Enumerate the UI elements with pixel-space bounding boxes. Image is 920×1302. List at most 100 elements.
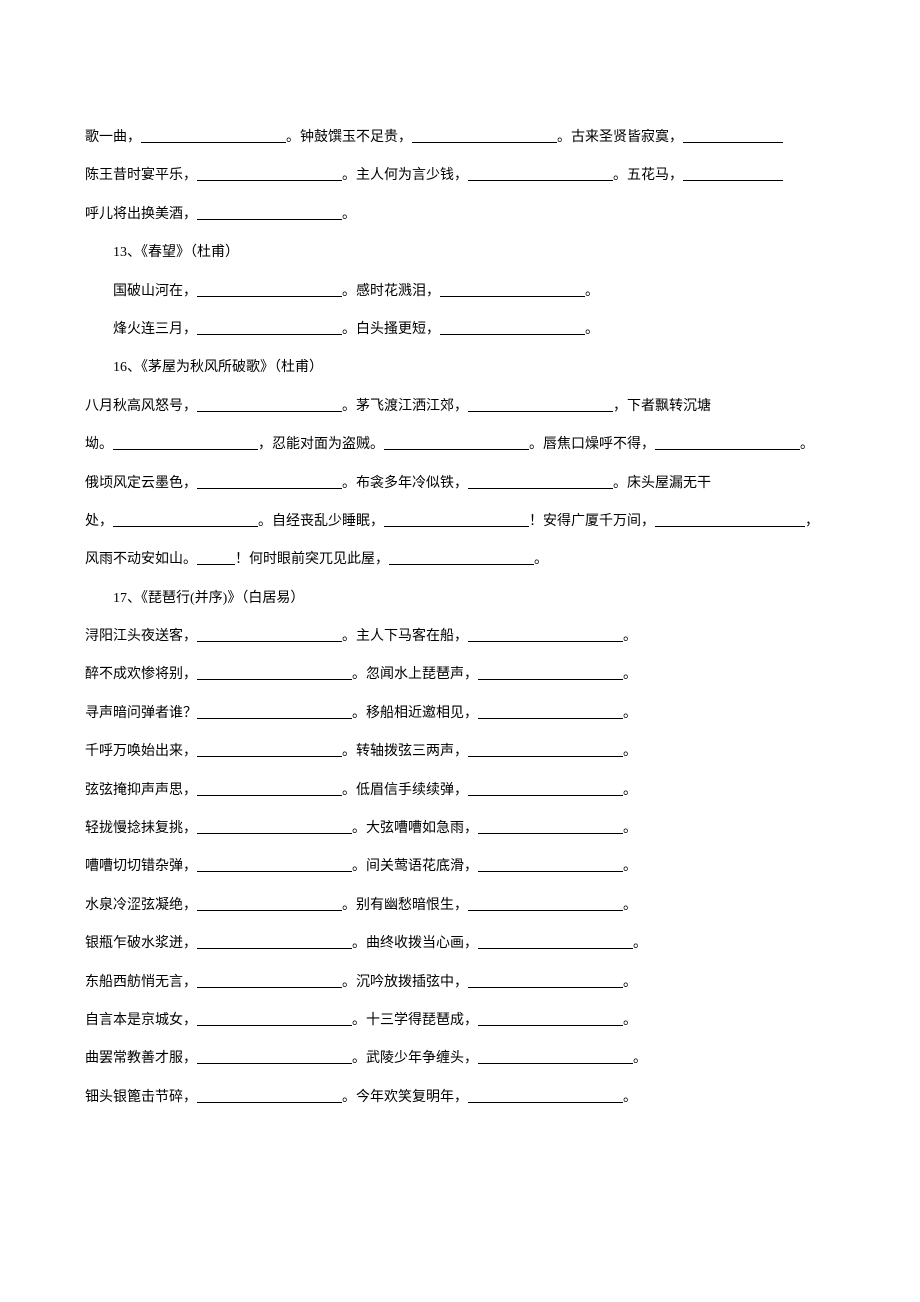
text-segment: 17、《琵琶行(并序)》（白居易） <box>113 591 304 606</box>
text-line: 处，。自经丧乱少睡眠，！安得广厦千万间，， <box>85 504 835 540</box>
text-segment: 曲罢常教善才服， <box>85 1051 197 1066</box>
fill-in-blank[interactable] <box>468 624 623 642</box>
text-line: 风雨不动安如山。！何时眼前突兀见此屋，。 <box>85 542 835 578</box>
fill-in-blank[interactable] <box>197 471 342 489</box>
text-segment: 。唇焦口燥呼不得， <box>529 437 655 452</box>
fill-in-blank[interactable] <box>197 701 352 719</box>
text-segment: ！安得广厦千万间， <box>529 514 655 529</box>
fill-in-blank[interactable] <box>197 1085 342 1103</box>
fill-in-blank[interactable] <box>197 854 352 872</box>
fill-in-blank[interactable] <box>468 970 623 988</box>
fill-in-blank[interactable] <box>197 317 342 335</box>
fill-in-blank[interactable] <box>683 125 783 143</box>
fill-in-blank[interactable] <box>478 701 623 719</box>
fill-in-blank[interactable] <box>655 509 805 527</box>
fill-in-blank[interactable] <box>412 125 557 143</box>
text-segment: 。古来圣贤皆寂寞， <box>557 130 683 145</box>
text-segment: 烽火连三月， <box>113 322 197 337</box>
text-line: 弦弦掩抑声声思，。低眉信手续续弹，。 <box>85 773 835 809</box>
fill-in-blank[interactable] <box>468 163 613 181</box>
text-segment: 。忽闻水上琵琶声， <box>352 667 478 682</box>
text-line: 13、《春望》（杜甫） <box>85 235 835 271</box>
fill-in-blank[interactable] <box>197 970 342 988</box>
fill-in-blank[interactable] <box>197 279 342 297</box>
text-segment: 。 <box>342 207 356 222</box>
fill-in-blank[interactable] <box>113 432 258 450</box>
text-line: 钿头银篦击节碎，。今年欢笑复明年，。 <box>85 1080 835 1116</box>
text-line: 东船西舫悄无言，。沉吟放拨插弦中，。 <box>85 965 835 1001</box>
text-segment: 东船西舫悄无言， <box>85 975 197 990</box>
fill-in-blank[interactable] <box>468 471 613 489</box>
fill-in-blank[interactable] <box>197 816 352 834</box>
fill-in-blank[interactable] <box>197 394 342 412</box>
text-segment: 16、《茅屋为秋风所破歌》（杜甫） <box>113 360 323 375</box>
fill-in-blank[interactable] <box>478 662 623 680</box>
fill-in-blank[interactable] <box>197 739 342 757</box>
text-segment: 钿头银篦击节碎， <box>85 1090 197 1105</box>
fill-in-blank[interactable] <box>468 893 623 911</box>
fill-in-blank[interactable] <box>468 739 623 757</box>
fill-in-blank[interactable] <box>197 163 342 181</box>
text-segment: 。 <box>623 783 637 798</box>
fill-in-blank[interactable] <box>384 509 529 527</box>
fill-in-blank[interactable] <box>197 202 342 220</box>
text-line: 17、《琵琶行(并序)》（白居易） <box>85 581 835 617</box>
fill-in-blank[interactable] <box>141 125 286 143</box>
fill-in-blank[interactable] <box>468 394 613 412</box>
fill-in-blank[interactable] <box>389 547 534 565</box>
text-line: 寻声暗问弹者谁？。移船相近邀相见，。 <box>85 696 835 732</box>
fill-in-blank[interactable] <box>683 163 783 181</box>
text-segment: 千呼万唤始出来， <box>85 744 197 759</box>
fill-in-blank[interactable] <box>478 1008 623 1026</box>
fill-in-blank[interactable] <box>197 1008 352 1026</box>
text-line: 国破山河在，。感时花溅泪，。 <box>85 274 835 310</box>
text-segment: 。自经丧乱少睡眠， <box>258 514 384 529</box>
text-segment: 。 <box>623 1090 637 1105</box>
text-segment: 。移船相近邀相见， <box>352 706 478 721</box>
fill-in-blank[interactable] <box>197 547 235 565</box>
fill-in-blank[interactable] <box>440 317 585 335</box>
text-segment: 。 <box>585 284 599 299</box>
fill-in-blank[interactable] <box>655 432 800 450</box>
fill-in-blank[interactable] <box>440 279 585 297</box>
text-line: 曲罢常教善才服，。武陵少年争缠头，。 <box>85 1041 835 1077</box>
text-line: 坳。，忍能对面为盗贼。。唇焦口燥呼不得，。 <box>85 427 835 463</box>
text-segment: 。低眉信手续续弹， <box>342 783 468 798</box>
fill-in-blank[interactable] <box>468 1085 623 1103</box>
text-line: 浔阳江头夜送客，。主人下马客在船，。 <box>85 619 835 655</box>
text-segment: 俄顷风定云墨色， <box>85 476 197 491</box>
fill-in-blank[interactable] <box>113 509 258 527</box>
text-segment: 。 <box>633 936 647 951</box>
fill-in-blank[interactable] <box>197 931 352 949</box>
fill-in-blank[interactable] <box>478 816 623 834</box>
text-segment: 。布衾多年冷似铁， <box>342 476 468 491</box>
text-segment: 。主人下马客在船， <box>342 629 468 644</box>
fill-in-blank[interactable] <box>197 1046 352 1064</box>
text-segment: 。十三学得琵琶成， <box>352 1013 478 1028</box>
fill-in-blank[interactable] <box>197 624 342 642</box>
text-line: 16、《茅屋为秋风所破歌》（杜甫） <box>85 350 835 386</box>
fill-in-blank[interactable] <box>478 854 623 872</box>
text-segment: 。 <box>623 706 637 721</box>
fill-in-blank[interactable] <box>384 432 529 450</box>
text-segment: 。 <box>623 629 637 644</box>
fill-in-blank[interactable] <box>197 893 342 911</box>
text-segment: ， <box>805 514 819 529</box>
text-segment: ，下者飘转沉塘 <box>613 399 711 414</box>
text-segment: 坳。 <box>85 437 113 452</box>
text-segment: 陈王昔时宴平乐， <box>85 168 197 183</box>
text-line: 银瓶乍破水浆迸，。曲终收拨当心画，。 <box>85 926 835 962</box>
fill-in-blank[interactable] <box>478 1046 633 1064</box>
text-segment: 。 <box>623 744 637 759</box>
text-segment: 。曲终收拨当心画， <box>352 936 478 951</box>
text-line: 歌一曲，。钟鼓馔玉不足贵，。古来圣贤皆寂寞， <box>85 120 835 156</box>
text-segment: 。别有幽愁暗恨生， <box>342 898 468 913</box>
fill-in-blank[interactable] <box>468 778 623 796</box>
fill-in-blank[interactable] <box>197 662 352 680</box>
text-segment: 自言本是京城女， <box>85 1013 197 1028</box>
text-segment: 。五花马， <box>613 168 683 183</box>
text-segment: 。 <box>633 1051 647 1066</box>
fill-in-blank[interactable] <box>478 931 633 949</box>
fill-in-blank[interactable] <box>197 778 342 796</box>
text-segment: 。 <box>585 322 599 337</box>
